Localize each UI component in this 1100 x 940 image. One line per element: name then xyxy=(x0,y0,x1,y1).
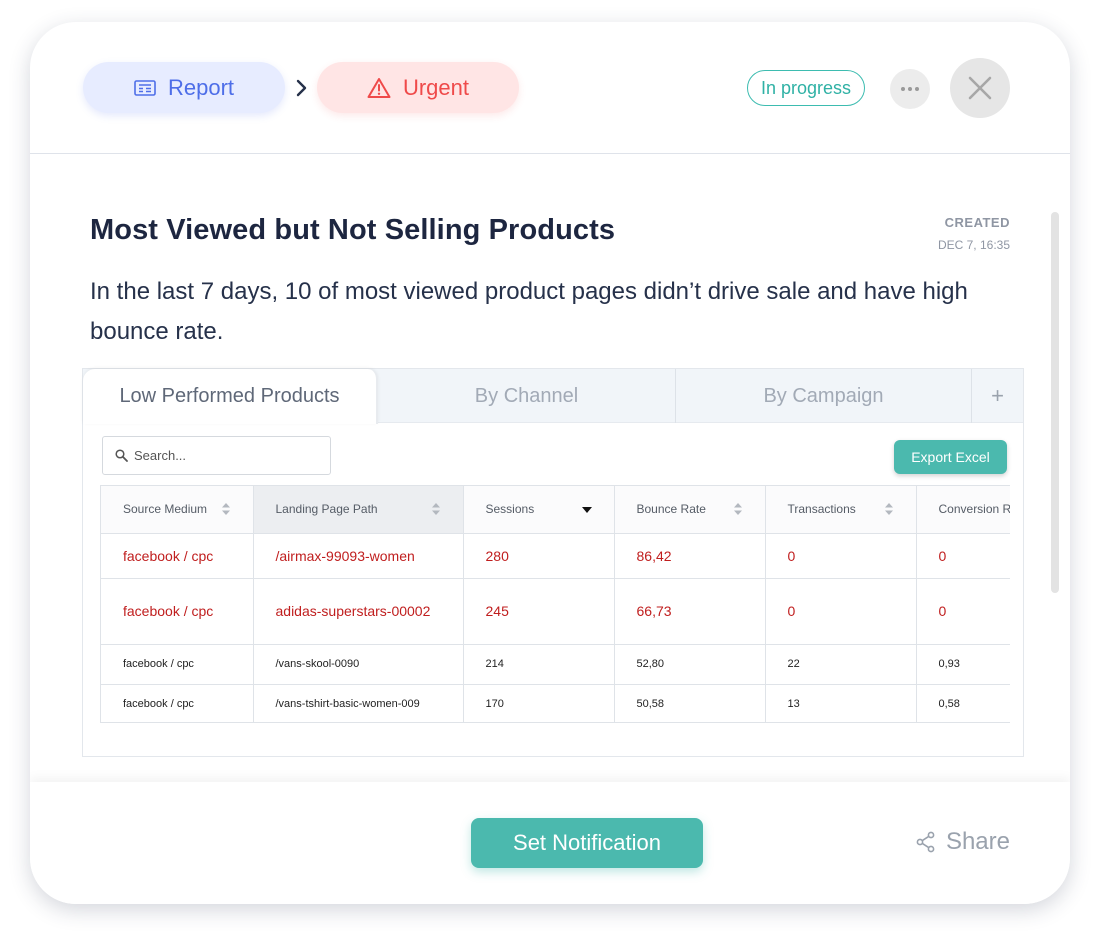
add-tab-button[interactable]: + xyxy=(991,383,1004,408)
table-cell: facebook / cpc xyxy=(101,644,254,685)
column-header-landing-page-path[interactable]: Landing Page Path xyxy=(253,486,464,534)
share-icon xyxy=(916,831,935,853)
warning-icon xyxy=(367,77,391,98)
table-cell: 86,42 xyxy=(614,533,766,579)
table-cell: 214 xyxy=(463,644,615,685)
close-button[interactable] xyxy=(950,58,1010,118)
search-input[interactable]: Search... xyxy=(102,436,331,475)
table-cell: facebook / cpc xyxy=(101,533,254,579)
table-cell: /airmax-99093-women xyxy=(253,533,464,579)
column-header-label: Landing Page Path xyxy=(275,502,378,517)
search-placeholder: Search... xyxy=(134,448,187,463)
table-cell: 66,73 xyxy=(614,578,766,645)
card-header: Report Urgent In progress xyxy=(30,22,1070,154)
table-cell: 0 xyxy=(916,533,1010,579)
insight-description: In the last 7 days, 10 of most viewed pr… xyxy=(90,278,968,345)
column-header-label: Transactions xyxy=(787,502,856,517)
urgent-label: Urgent xyxy=(402,74,470,100)
set-notification-button[interactable]: Set Notification xyxy=(471,818,703,868)
table-cell: 170 xyxy=(463,684,615,722)
table-row[interactable]: facebook / cpc /airmax-99093-women 280 8… xyxy=(101,533,1010,579)
table-cell: adidas-superstars-00002 xyxy=(253,578,464,645)
table-cell: facebook / cpc xyxy=(101,578,254,645)
column-header-conversion-rate[interactable]: Conversion R xyxy=(916,486,1011,534)
table-row[interactable]: facebook / cpc /vans-tshirt-basic-women-… xyxy=(101,684,1010,722)
table-row[interactable]: facebook / cpc adidas-superstars-00002 2… xyxy=(101,578,1010,645)
table-cell: 280 xyxy=(463,533,615,579)
sort-icon xyxy=(431,503,440,515)
tab-by-campaign[interactable]: By Campaign xyxy=(676,369,972,423)
table-cell: 245 xyxy=(463,578,615,645)
status-badge[interactable]: In progress xyxy=(747,70,865,106)
table-cell: 0 xyxy=(765,533,917,579)
share-label: Share xyxy=(945,828,1010,855)
sort-icon xyxy=(221,503,230,515)
table-cell: /vans-tshirt-basic-women-009 xyxy=(253,684,464,722)
table-cell: 0 xyxy=(765,578,917,645)
table-row[interactable]: facebook / cpc /vans-skool-0090 214 52,8… xyxy=(101,644,1010,685)
tab-low-performed-products[interactable]: Low Performed Products xyxy=(83,369,378,424)
data-table: Source Medium Landing Page Path Sessions xyxy=(100,485,1010,723)
table-cell: facebook / cpc xyxy=(101,684,254,722)
insight-title: Most Viewed but Not Selling Products xyxy=(90,214,616,246)
chevron-right-icon xyxy=(296,79,307,97)
sort-descending-icon xyxy=(581,507,592,513)
share-button[interactable]: Share xyxy=(916,828,1010,856)
column-header-label: Source Medium xyxy=(123,502,208,517)
column-header-sessions[interactable]: Sessions xyxy=(463,486,615,534)
report-panel: Low Performed Products By Channel By Cam… xyxy=(82,368,1024,757)
export-excel-button[interactable]: Export Excel xyxy=(894,440,1007,474)
card-footer: Set Notification Share xyxy=(30,782,1070,904)
insight-card: Report Urgent In progress Most Viewed bu… xyxy=(30,22,1070,904)
table-cell: 0,93 xyxy=(916,644,1010,685)
report-breadcrumb-button[interactable]: Report xyxy=(83,62,285,113)
report-tabs: Low Performed Products By Channel By Cam… xyxy=(83,369,1023,424)
more-options-button[interactable] xyxy=(890,69,930,109)
column-header-source-medium[interactable]: Source Medium xyxy=(101,486,254,534)
table-cell: 0,58 xyxy=(916,684,1010,722)
urgent-breadcrumb-button[interactable]: Urgent xyxy=(317,62,519,113)
more-icon xyxy=(901,87,905,91)
table-cell: /vans-skool-0090 xyxy=(253,644,464,685)
table-cell: 50,58 xyxy=(614,684,766,722)
table-cell: 52,80 xyxy=(614,644,766,685)
column-header-transactions[interactable]: Transactions xyxy=(765,486,917,534)
tab-by-channel[interactable]: By Channel xyxy=(378,369,676,423)
column-header-bounce-rate[interactable]: Bounce Rate xyxy=(614,486,766,534)
column-header-label: Bounce Rate xyxy=(636,502,706,517)
table-cell: 22 xyxy=(765,644,917,685)
created-label: CREATED xyxy=(944,215,1010,230)
column-header-label: Conversion R xyxy=(938,502,1011,517)
column-header-label: Sessions xyxy=(485,502,535,517)
close-icon xyxy=(968,76,992,100)
created-date: DEC 7, 16:35 xyxy=(937,238,1010,252)
table-cell: 13 xyxy=(765,684,917,722)
search-icon xyxy=(115,449,128,462)
report-icon xyxy=(134,79,156,96)
sort-icon xyxy=(733,503,742,515)
report-label: Report xyxy=(167,74,235,100)
table-cell: 0 xyxy=(916,578,1010,645)
sort-icon xyxy=(884,503,893,515)
vertical-scrollbar[interactable] xyxy=(1051,212,1059,593)
